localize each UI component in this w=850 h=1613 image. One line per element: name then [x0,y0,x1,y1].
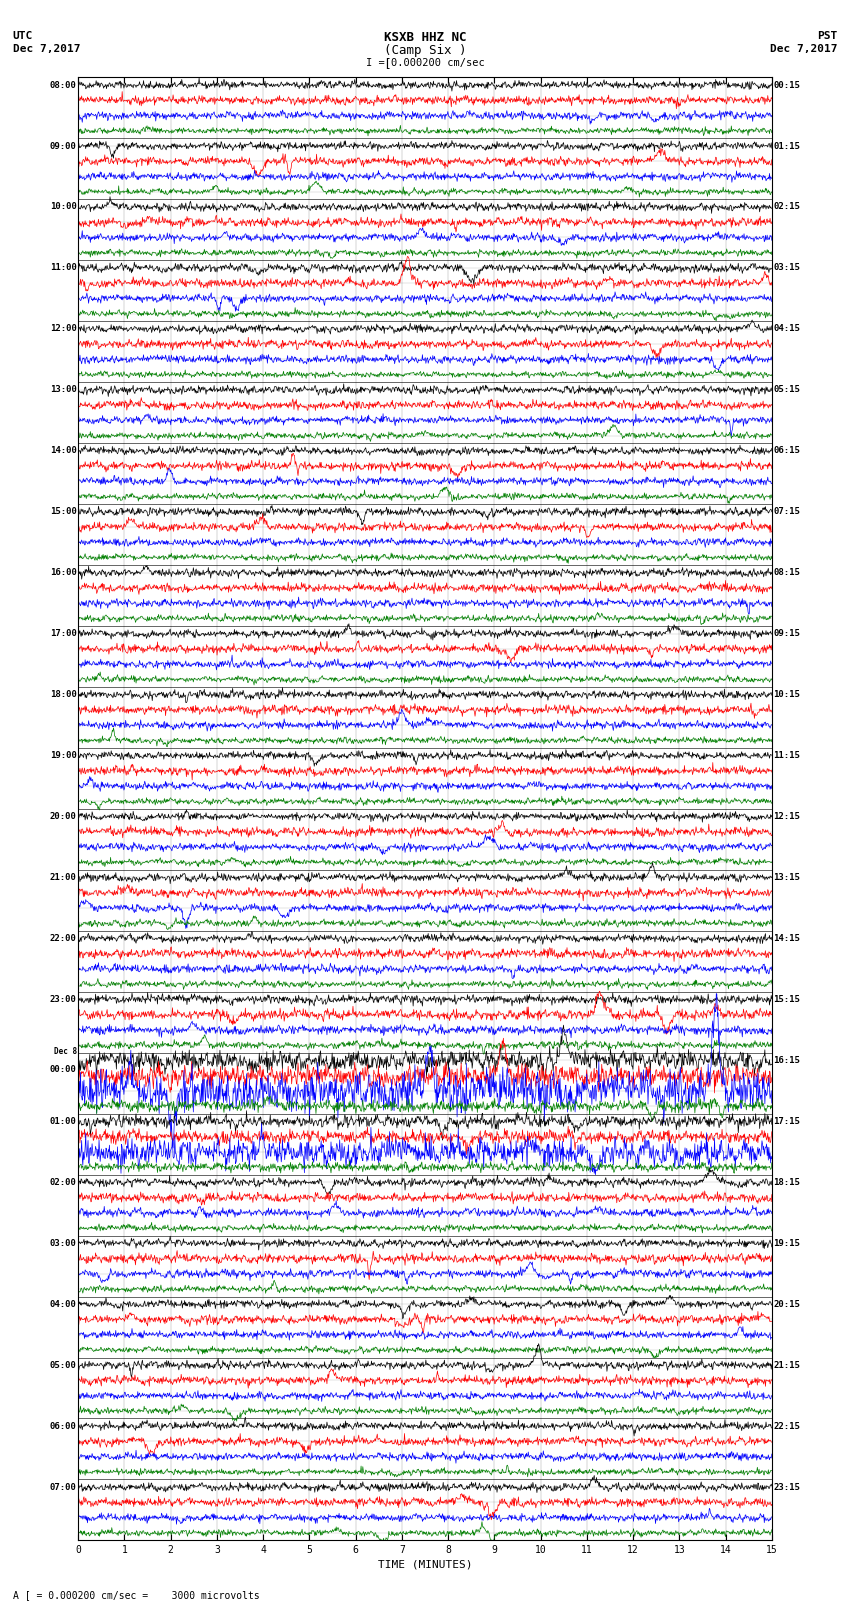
Text: Dec 8: Dec 8 [54,1047,76,1057]
Text: 13:15: 13:15 [774,873,800,882]
Text: 00:00: 00:00 [50,1065,76,1074]
Text: PST: PST [817,31,837,40]
Text: 14:00: 14:00 [50,447,76,455]
X-axis label: TIME (MINUTES): TIME (MINUTES) [377,1560,473,1569]
Text: 15:00: 15:00 [50,506,76,516]
Text: 13:00: 13:00 [50,386,76,394]
Text: 07:15: 07:15 [774,506,800,516]
Text: 19:00: 19:00 [50,752,76,760]
Text: 03:15: 03:15 [774,263,800,273]
Text: 12:15: 12:15 [774,811,800,821]
Text: 18:00: 18:00 [50,690,76,698]
Text: 16:15: 16:15 [774,1057,800,1065]
Text: 02:15: 02:15 [774,203,800,211]
Text: 04:00: 04:00 [50,1300,76,1308]
Text: 20:00: 20:00 [50,811,76,821]
Text: 00:15: 00:15 [774,81,800,90]
Text: 18:15: 18:15 [774,1177,800,1187]
Text: [: [ [383,58,390,71]
Text: Dec 7,2017: Dec 7,2017 [770,44,837,53]
Text: A [ = 0.000200 cm/sec =    3000 microvolts: A [ = 0.000200 cm/sec = 3000 microvolts [13,1590,259,1600]
Text: 05:15: 05:15 [774,386,800,394]
Text: 22:15: 22:15 [774,1421,800,1431]
Text: KSXB HHZ NC: KSXB HHZ NC [383,31,467,44]
Text: 16:00: 16:00 [50,568,76,577]
Text: 04:15: 04:15 [774,324,800,334]
Text: 22:00: 22:00 [50,934,76,944]
Text: 17:15: 17:15 [774,1116,800,1126]
Text: 19:15: 19:15 [774,1239,800,1248]
Text: 21:15: 21:15 [774,1361,800,1369]
Text: 14:15: 14:15 [774,934,800,944]
Text: 09:15: 09:15 [774,629,800,639]
Text: 02:00: 02:00 [50,1177,76,1187]
Text: 05:00: 05:00 [50,1361,76,1369]
Text: 23:15: 23:15 [774,1482,800,1492]
Text: I = 0.000200 cm/sec: I = 0.000200 cm/sec [366,58,484,68]
Text: (Camp Six ): (Camp Six ) [383,44,467,56]
Text: UTC: UTC [13,31,33,40]
Text: 07:00: 07:00 [50,1482,76,1492]
Text: Dec 7,2017: Dec 7,2017 [13,44,80,53]
Text: 08:15: 08:15 [774,568,800,577]
Text: 23:00: 23:00 [50,995,76,1003]
Text: 01:00: 01:00 [50,1116,76,1126]
Text: 01:15: 01:15 [774,142,800,150]
Text: 06:00: 06:00 [50,1421,76,1431]
Text: 11:00: 11:00 [50,263,76,273]
Text: 12:00: 12:00 [50,324,76,334]
Text: 21:00: 21:00 [50,873,76,882]
Text: 11:15: 11:15 [774,752,800,760]
Text: 09:00: 09:00 [50,142,76,150]
Text: 15:15: 15:15 [774,995,800,1003]
Text: 10:15: 10:15 [774,690,800,698]
Text: 08:00: 08:00 [50,81,76,90]
Text: 17:00: 17:00 [50,629,76,639]
Text: 10:00: 10:00 [50,203,76,211]
Text: 06:15: 06:15 [774,447,800,455]
Text: 03:00: 03:00 [50,1239,76,1248]
Text: 20:15: 20:15 [774,1300,800,1308]
